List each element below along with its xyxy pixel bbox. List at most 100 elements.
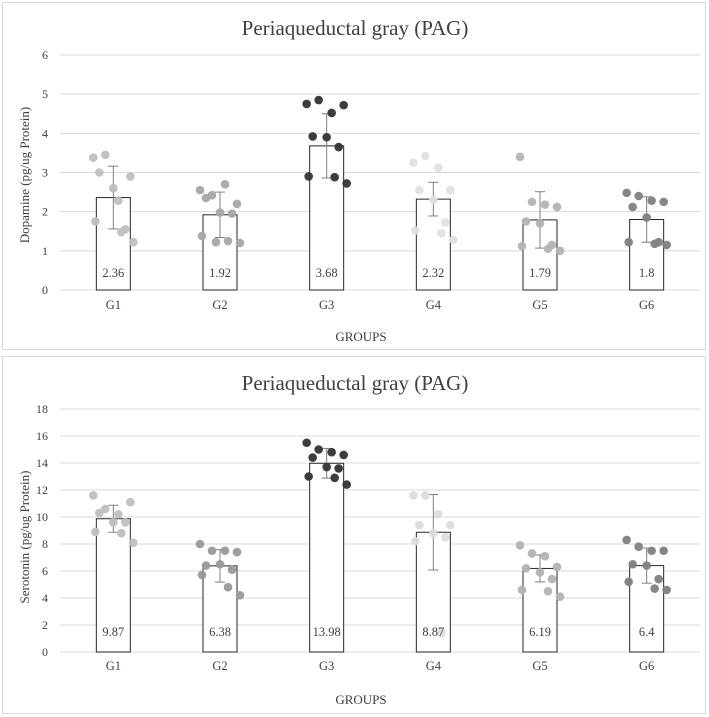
data-point — [304, 472, 313, 481]
data-point — [201, 561, 211, 570]
data-point — [227, 565, 237, 574]
bar — [202, 214, 238, 291]
data-point — [89, 153, 98, 162]
y-tick-label: 1 — [42, 244, 48, 258]
chart-title: Periaqueductal gray (PAG) — [242, 16, 469, 40]
data-point — [415, 520, 424, 530]
x-axis-label: GROUPS — [335, 329, 386, 344]
data-point — [654, 574, 663, 584]
data-point — [126, 172, 135, 181]
data-point — [308, 453, 317, 462]
data-point — [429, 528, 438, 538]
data-point — [342, 179, 351, 188]
data-point — [215, 208, 225, 217]
data-point — [441, 218, 450, 227]
data-point — [126, 497, 135, 507]
data-point — [543, 586, 553, 596]
data-label: 2.36 — [102, 266, 124, 280]
data-point — [421, 491, 430, 500]
data-point — [547, 574, 557, 584]
data-point — [339, 450, 348, 460]
data-label: 8.87 — [422, 625, 444, 639]
x-tick-label: G4 — [426, 659, 442, 673]
data-point — [304, 172, 313, 181]
x-tick-label: G3 — [319, 659, 334, 673]
dopamine-chart-panel: Periaqueductal gray (PAG) Dopamine (pg/u… — [2, 2, 706, 350]
data-point — [535, 219, 545, 228]
data-label: 1.79 — [529, 266, 551, 280]
data-point — [223, 236, 233, 246]
data-label: 13.98 — [313, 625, 341, 639]
y-tick-label: 0 — [42, 283, 48, 297]
data-point — [302, 99, 311, 109]
y-tick-label: 10 — [36, 510, 48, 524]
data-point — [434, 510, 443, 519]
data-label: 6.19 — [529, 625, 551, 639]
data-point — [91, 527, 100, 537]
data-point — [409, 491, 418, 500]
data-point — [330, 172, 339, 182]
data-point — [634, 191, 643, 201]
x-tick-label: G6 — [639, 659, 654, 673]
data-point — [515, 541, 525, 550]
data-point — [314, 95, 323, 105]
data-label: 1.8 — [639, 266, 655, 280]
data-point — [195, 185, 205, 195]
bar — [95, 518, 131, 653]
data-label: 6.38 — [209, 625, 231, 639]
y-axis-label: Dopamine (pg/ug Protein) — [17, 107, 32, 243]
y-tick-label: 6 — [42, 564, 48, 578]
serotonin-chart-panel: Periaqueductal gray (PAG) Serotonin (pg/… — [2, 356, 706, 714]
data-point — [647, 546, 656, 556]
data-point — [650, 584, 659, 593]
data-point — [227, 209, 237, 218]
data-point — [642, 561, 651, 570]
data-point — [129, 538, 138, 547]
data-point — [339, 100, 348, 110]
x-tick-label: G5 — [532, 298, 547, 312]
data-point — [91, 217, 100, 226]
data-point — [101, 150, 110, 160]
data-point — [446, 520, 455, 530]
data-point — [314, 445, 323, 454]
data-point — [232, 547, 242, 557]
data-point — [109, 183, 118, 193]
data-point — [121, 518, 130, 527]
data-point — [441, 532, 450, 542]
data-point — [552, 202, 562, 212]
data-point — [624, 577, 633, 587]
data-point — [197, 231, 207, 241]
data-point — [232, 199, 242, 209]
chart-title: Periaqueductal gray (PAG) — [242, 371, 469, 395]
y-tick-label: 6 — [42, 48, 48, 62]
data-point — [114, 510, 123, 519]
data-point — [235, 591, 245, 600]
data-point — [129, 237, 138, 247]
data-point — [411, 226, 420, 235]
data-point — [235, 238, 245, 248]
error-bar — [108, 165, 119, 230]
y-tick-label: 2 — [42, 205, 48, 219]
serotonin-chart: Periaqueductal gray (PAG) Serotonin (pg/… — [17, 371, 700, 707]
data-point — [117, 528, 126, 538]
data-point — [195, 539, 205, 549]
y-tick-label: 14 — [36, 456, 48, 470]
data-point — [211, 237, 221, 247]
data-label: 6.4 — [639, 625, 655, 639]
data-label: 2.32 — [422, 266, 444, 280]
data-point — [207, 546, 217, 556]
y-tick-label: 2 — [42, 618, 48, 632]
data-point — [415, 185, 424, 195]
data-point — [543, 244, 553, 254]
data-point — [327, 447, 336, 457]
data-point — [197, 570, 207, 580]
data-point — [647, 196, 656, 205]
data-point — [411, 537, 420, 546]
x-tick-label: G4 — [426, 298, 442, 312]
x-tick-label: G2 — [212, 298, 227, 312]
y-axis-label: Serotonin (pg/ug Protein) — [17, 471, 32, 604]
data-point — [552, 562, 562, 572]
data-point — [220, 546, 230, 556]
bar — [309, 462, 345, 653]
data-point — [409, 158, 418, 168]
